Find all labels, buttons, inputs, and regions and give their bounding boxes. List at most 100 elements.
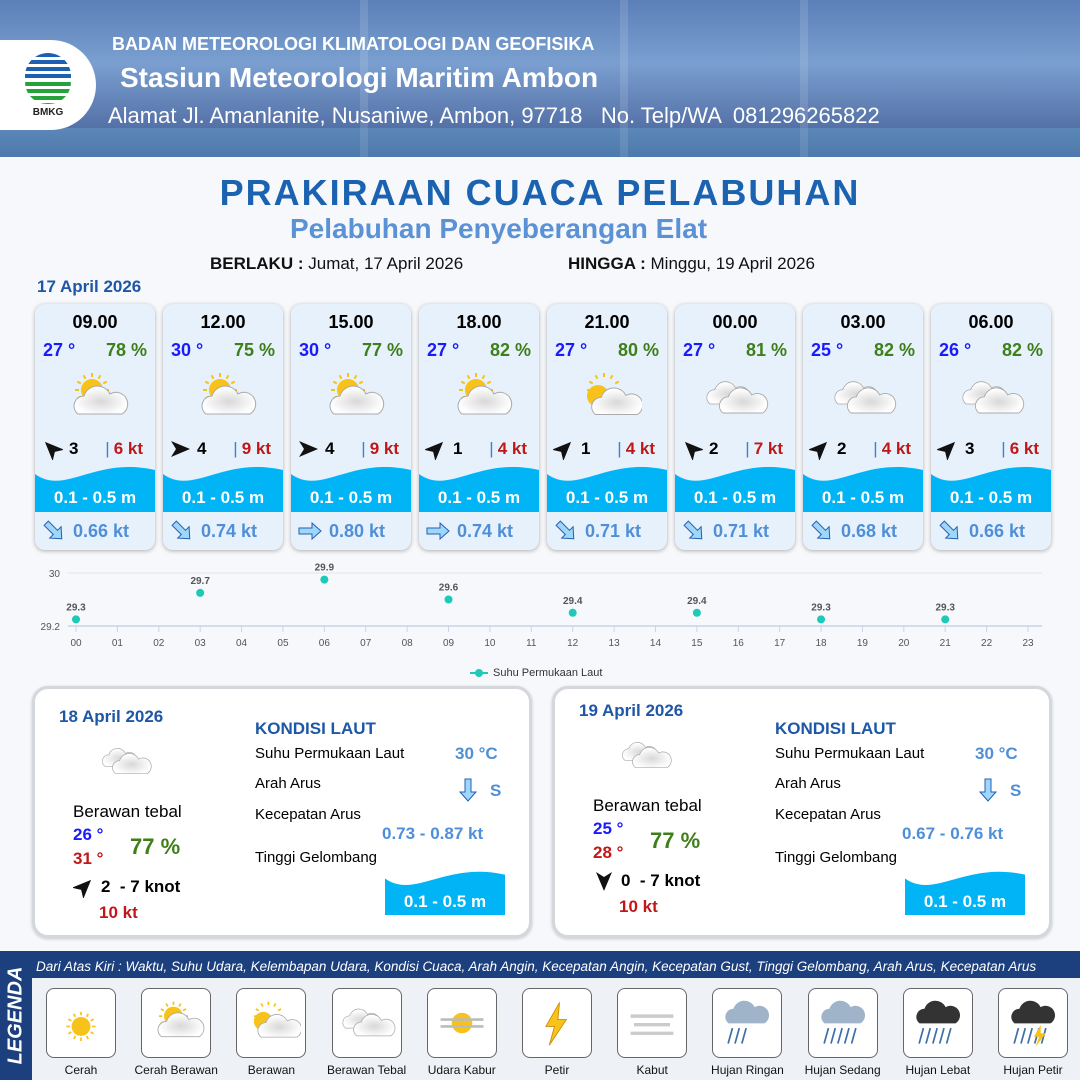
petir-icon: [522, 988, 592, 1058]
sst-value: 30 °C: [975, 744, 1018, 763]
humidity: 81 %: [745, 340, 787, 360]
x-tick-label: 15: [691, 638, 703, 649]
wave-height: 0.1 - 0.5 m: [53, 488, 137, 507]
humidity: 77 %: [130, 834, 181, 859]
y-tick-label: 30: [49, 569, 61, 580]
forecast-card: 09.00 27 ° 78 % 3 6 kt 0.1 - 0.5 m 0.66 k…: [35, 304, 155, 550]
wind-direction-icon: [684, 441, 703, 460]
legend-label: Berawan: [247, 1063, 296, 1077]
cerah-berawan-weather-icon: [444, 370, 514, 426]
humidity: 75 %: [233, 340, 275, 360]
wind-speed: 2: [709, 439, 719, 458]
current-direction-icon: [939, 520, 959, 540]
gust-speed: 6 kt: [1001, 439, 1039, 459]
legend-item: Berawan: [226, 988, 316, 1077]
gust-speed: 9 kt: [361, 439, 399, 459]
wave-height-label: Tinggi Gelombang: [775, 849, 898, 866]
wind-direction-icon: [299, 441, 318, 457]
sea-condition-title: KONDISI LAUT: [255, 719, 376, 738]
forecast-card: 15.00 30 ° 77 % 4 9 kt 0.1 - 0.5 m 0.80 k…: [291, 304, 411, 550]
current-speed: 0.68 kt: [841, 520, 898, 541]
data-point: [444, 595, 453, 604]
x-tick-label: 14: [650, 638, 662, 649]
current-speed: 0.80 kt: [329, 520, 386, 541]
wave-height-value: 0.1 - 0.5 m: [923, 892, 1007, 911]
x-tick-label: 09: [443, 638, 455, 649]
forecast-card: 00.00 27 ° 81 % 2 7 kt 0.1 - 0.5 m 0.71 k…: [675, 304, 795, 550]
wind-direction-icon: [809, 441, 828, 460]
agency-name: BADAN METEOROLOGI KLIMATOLOGI DAN GEOFIS…: [112, 34, 595, 54]
air-temperature: 26 °: [939, 340, 972, 360]
wind-speed: 1: [453, 439, 463, 458]
wave-icon: [291, 466, 411, 512]
current-speed-value: 0.73 - 0.87 kt: [382, 824, 484, 843]
forecast-time: 21.00: [584, 312, 630, 332]
x-tick-label: 23: [1022, 638, 1034, 649]
current-speed: 0.71 kt: [585, 520, 642, 541]
wind-direction-icon: [44, 441, 63, 460]
air-temperature: 30 °: [171, 340, 204, 360]
data-label: 29.7: [190, 576, 210, 587]
current-speed-label: Kecepatan Arus: [775, 806, 881, 823]
current-direction-icon: [298, 521, 322, 541]
data-label: 29.4: [687, 596, 707, 607]
data-point: [692, 608, 701, 617]
legend-item: Hujan Petir: [988, 988, 1078, 1077]
data-point: [196, 588, 205, 597]
min-temperature: 26 °: [73, 825, 104, 844]
legend-panel: LEGENDA Dari Atas Kiri : Waktu, Suhu Uda…: [0, 951, 1080, 1080]
udara-kabur-icon: [426, 988, 497, 1058]
data-label: 29.4: [563, 596, 583, 607]
air-temperature: 27 °: [43, 340, 76, 360]
humidity: 77 %: [650, 828, 701, 853]
wave-height: 0.1 - 0.5 m: [437, 488, 521, 507]
x-tick-label: 19: [857, 638, 869, 649]
legend-item: Cerah Berawan: [131, 988, 221, 1077]
data-label: 29.6: [439, 583, 459, 594]
berawan-tebal-weather-icon: [615, 733, 675, 778]
current-direction-icon: [811, 520, 831, 540]
air-temperature: 27 °: [427, 340, 460, 360]
forecast-time: 15.00: [328, 312, 374, 332]
wind-speed: 4: [197, 439, 207, 458]
berawan-tebal-icon: [331, 988, 402, 1058]
data-label: 29.3: [66, 602, 86, 613]
current-speed: 0.74 kt: [201, 520, 258, 541]
station-address: Alamat Jl. Amanlanite, Nusaniwe, Ambon, …: [108, 103, 880, 128]
current-direction-icon: [978, 778, 998, 802]
legend-item: Petir: [512, 988, 602, 1077]
air-temperature: 30 °: [299, 340, 332, 360]
legend-item: Udara Kabur: [417, 988, 507, 1077]
berawan-tebal-weather-icon: [828, 370, 898, 426]
x-tick-label: 17: [774, 638, 786, 649]
gust-speed: 4 kt: [873, 439, 911, 459]
kabut-icon: [617, 988, 688, 1058]
bmkg-logo: BMKG: [0, 40, 96, 130]
hujan-ringan-icon: [712, 988, 783, 1058]
page-title: PRAKIRAAN CUACA PELABUHAN: [219, 172, 861, 213]
humidity: 77 %: [361, 340, 403, 360]
wind-direction-icon: [425, 441, 444, 460]
legend-label: Petir: [544, 1063, 570, 1077]
hujan-lebat-icon: [902, 988, 973, 1058]
hujan-petir-icon: [998, 988, 1068, 1058]
x-tick-label: 18: [815, 638, 827, 649]
data-label: 29.3: [935, 602, 955, 613]
legend-label: Udara Kabur: [427, 1063, 496, 1077]
gust-speed: 9 kt: [233, 439, 271, 459]
wave-height: 0.1 - 0.5 m: [181, 488, 265, 507]
wave-height: 0.1 - 0.5 m: [821, 488, 905, 507]
wind-direction-icon: [596, 872, 612, 891]
wave-height: 0.1 - 0.5 m: [949, 488, 1033, 507]
wave-icon: [675, 466, 795, 512]
x-tick-label: 11: [526, 638, 537, 649]
data-label: 29.3: [811, 602, 831, 613]
wind-direction-icon: [553, 441, 572, 460]
wave-height-label: Tinggi Gelombang: [255, 849, 378, 866]
current-speed-value: 0.67 - 0.76 kt: [902, 824, 1004, 843]
sst-value: 30 °C: [455, 744, 498, 763]
berawan-tebal-weather-icon: [95, 739, 155, 784]
hujan-sedang-icon: [807, 988, 878, 1058]
legend-title: LEGENDA: [4, 966, 27, 1065]
wind-speed: 2: [837, 439, 847, 458]
